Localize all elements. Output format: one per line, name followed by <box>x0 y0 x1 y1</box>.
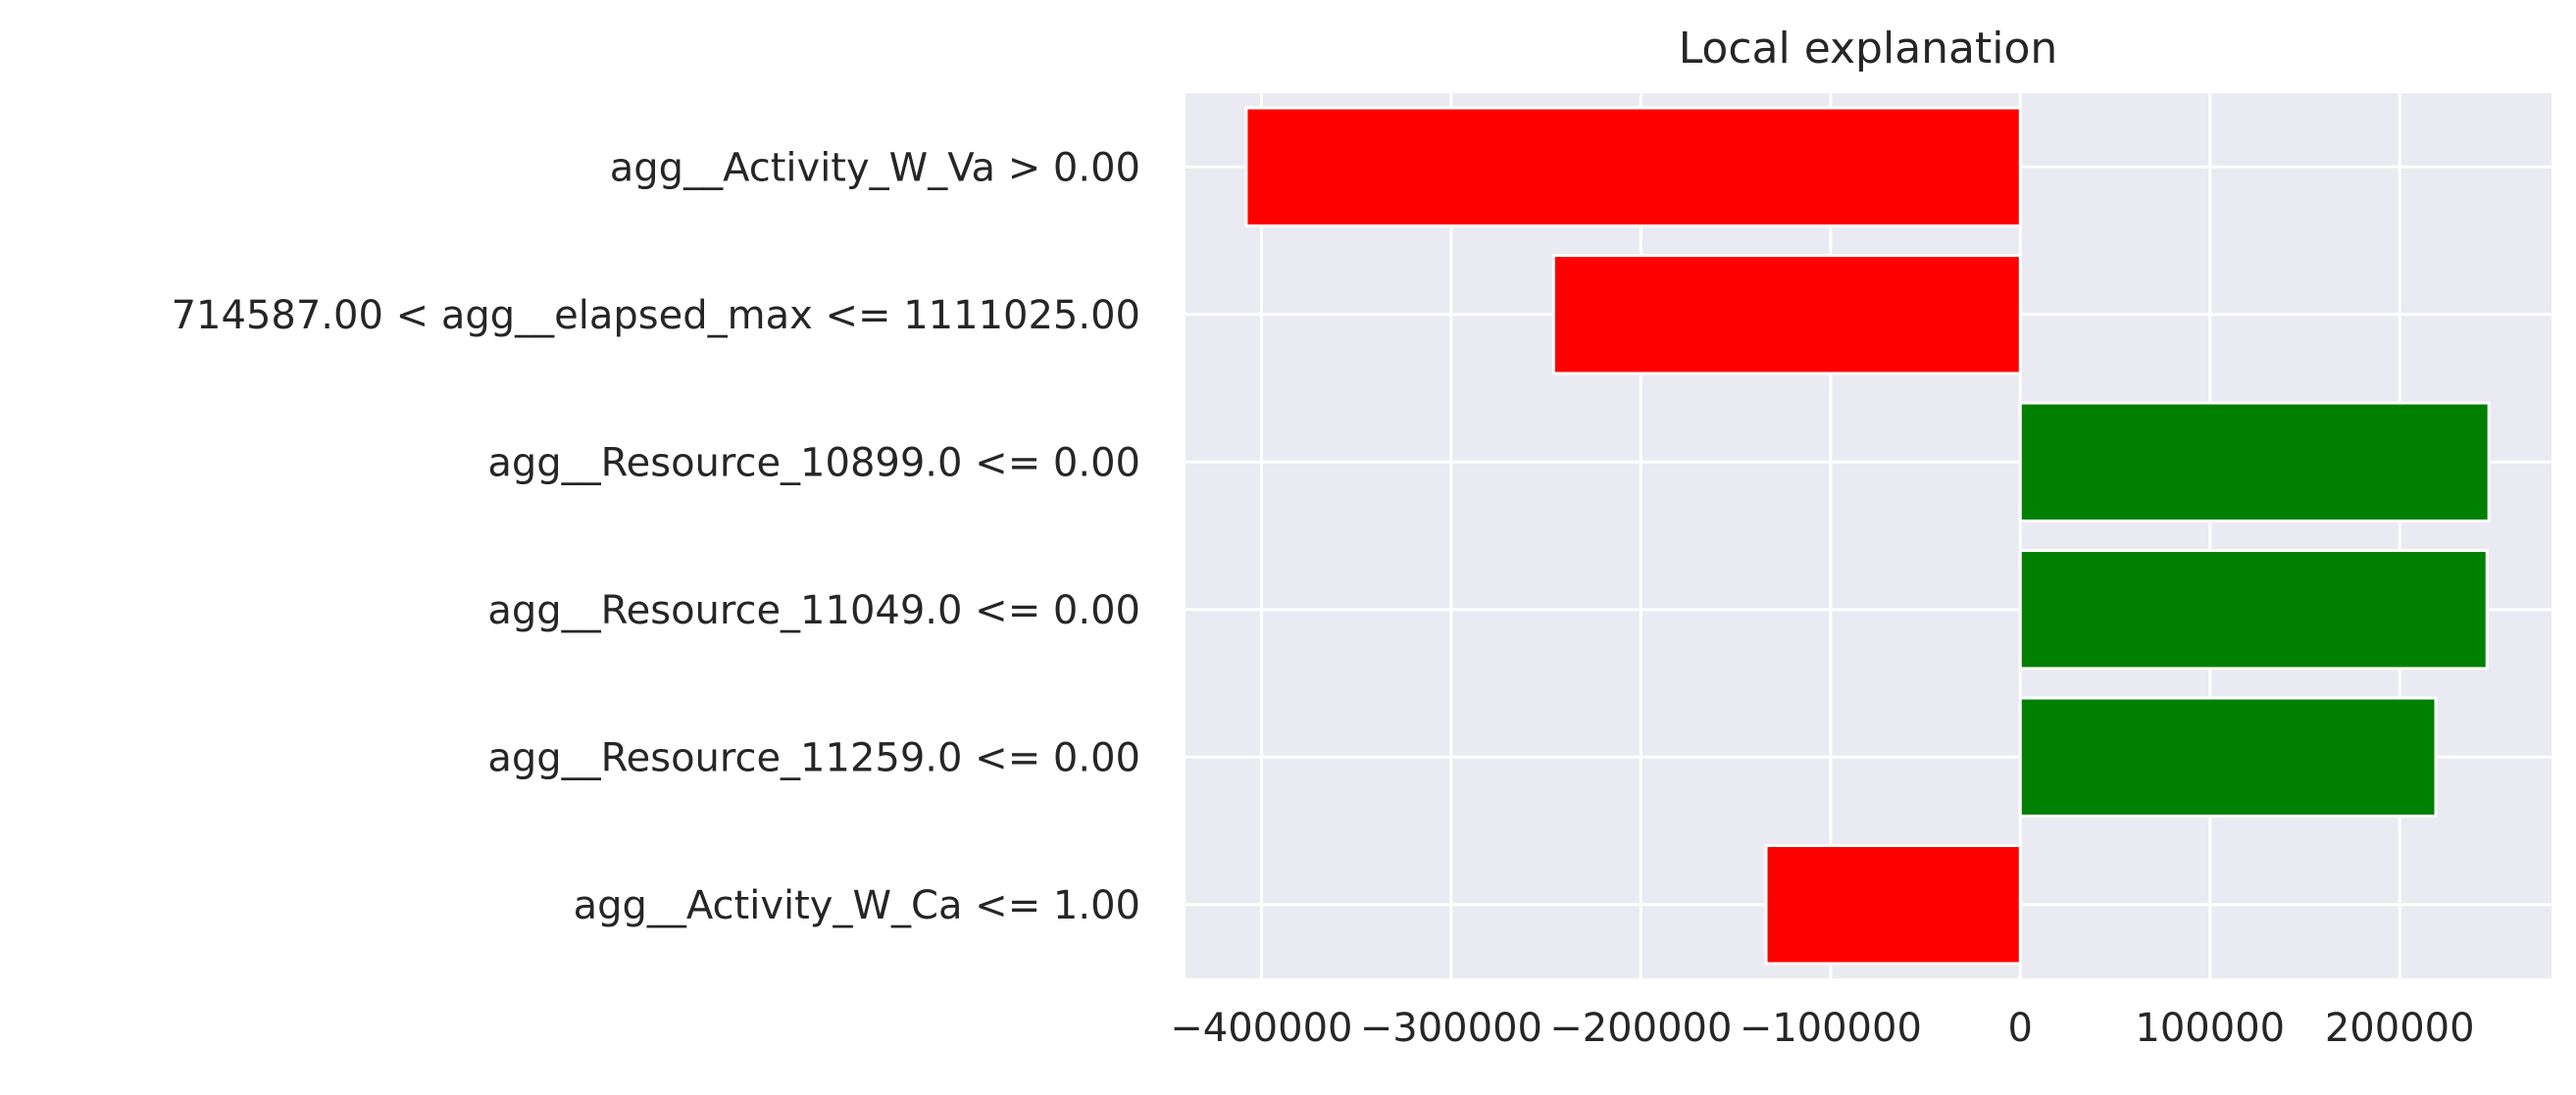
x-tick-labels: −400000 −300000 −200000 −100000 0 100000 20000… <box>1170 1006 2474 1051</box>
bar <box>1244 106 2022 227</box>
chart-title: Local explanation <box>1679 24 2058 74</box>
bar <box>1764 844 2022 966</box>
y-tick-label: agg__Resource_11049.0 <= 0.00 <box>487 588 1140 633</box>
y-tick-label: agg__Activity_W_Va > 0.00 <box>610 145 1140 190</box>
x-tick-label: −400000 <box>1170 1006 1352 1051</box>
y-tick-label: agg__Activity_W_Ca <= 1.00 <box>574 883 1140 928</box>
x-tick-label: 100000 <box>2135 1006 2285 1051</box>
y-tick-labels: agg__Activity_W_Va > 0.00 714587.00 < agg… <box>172 145 1140 928</box>
bar <box>1551 254 2022 375</box>
y-tick-label: agg__Resource_11259.0 <= 0.00 <box>487 735 1140 780</box>
plot-area <box>1186 93 2551 978</box>
y-tick-label: agg__Resource_10899.0 <= 0.00 <box>487 440 1140 485</box>
x-tick-label: −100000 <box>1740 1006 1922 1051</box>
bar <box>2018 401 2491 523</box>
bar <box>2018 549 2489 671</box>
x-tick-label: −200000 <box>1549 1006 1732 1051</box>
x-tick-label: 0 <box>2008 1006 2033 1051</box>
bars <box>1244 106 2491 966</box>
bar <box>2018 696 2438 818</box>
x-tick-label: 200000 <box>2325 1006 2475 1051</box>
y-tick-label: 714587.00 < agg__elapsed_max <= 1111025.… <box>172 293 1140 338</box>
x-tick-label: −300000 <box>1360 1006 1542 1051</box>
